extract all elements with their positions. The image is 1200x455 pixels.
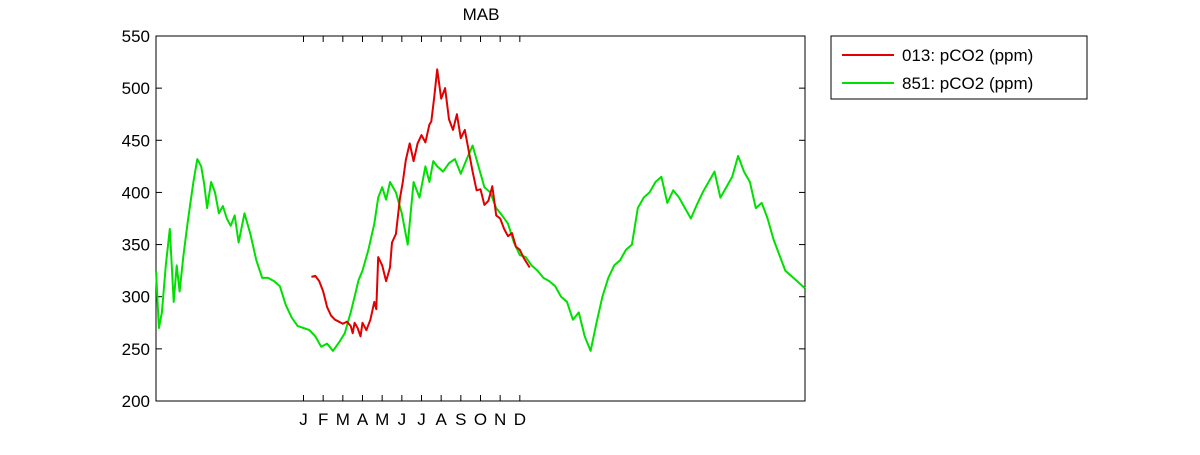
y-tick-label: 350 bbox=[122, 236, 150, 255]
y-axis: 200 250 300 350 400 450 500 550 bbox=[122, 27, 805, 411]
x-tick-label: F bbox=[318, 410, 328, 429]
x-tick-label: J bbox=[299, 410, 308, 429]
chart-title: MAB bbox=[463, 5, 500, 24]
x-tick-label: A bbox=[357, 410, 369, 429]
plot-frame bbox=[155, 35, 806, 402]
x-tick-label: O bbox=[474, 410, 487, 429]
y-tick-label: 250 bbox=[122, 340, 150, 359]
legend: 013: pCO2 (ppm) 851: pCO2 (ppm) bbox=[830, 35, 1088, 100]
x-tick-label: J bbox=[417, 410, 426, 429]
x-tick-label: D bbox=[514, 410, 526, 429]
series-line-851 bbox=[155, 144, 806, 352]
y-tick-label: 200 bbox=[122, 392, 150, 411]
series-line-013 bbox=[311, 68, 531, 338]
y-tick-label: 550 bbox=[122, 27, 150, 46]
x-tick-label: A bbox=[435, 410, 447, 429]
legend-entry-label: 013: pCO2 (ppm) bbox=[902, 46, 1033, 65]
legend-entry-label: 851: pCO2 (ppm) bbox=[902, 74, 1033, 93]
legend-box bbox=[830, 35, 1088, 100]
x-tick-label: S bbox=[455, 410, 466, 429]
series-layer bbox=[155, 68, 806, 352]
y-tick-label: 450 bbox=[122, 131, 150, 150]
x-tick-label: J bbox=[398, 410, 407, 429]
plot-area bbox=[155, 35, 806, 402]
x-tick-label: N bbox=[494, 410, 506, 429]
y-tick-label: 300 bbox=[122, 288, 150, 307]
x-tick-label: M bbox=[336, 410, 350, 429]
x-tick-label: M bbox=[375, 410, 389, 429]
y-tick-label: 500 bbox=[122, 79, 150, 98]
y-tick-label: 400 bbox=[122, 183, 150, 202]
